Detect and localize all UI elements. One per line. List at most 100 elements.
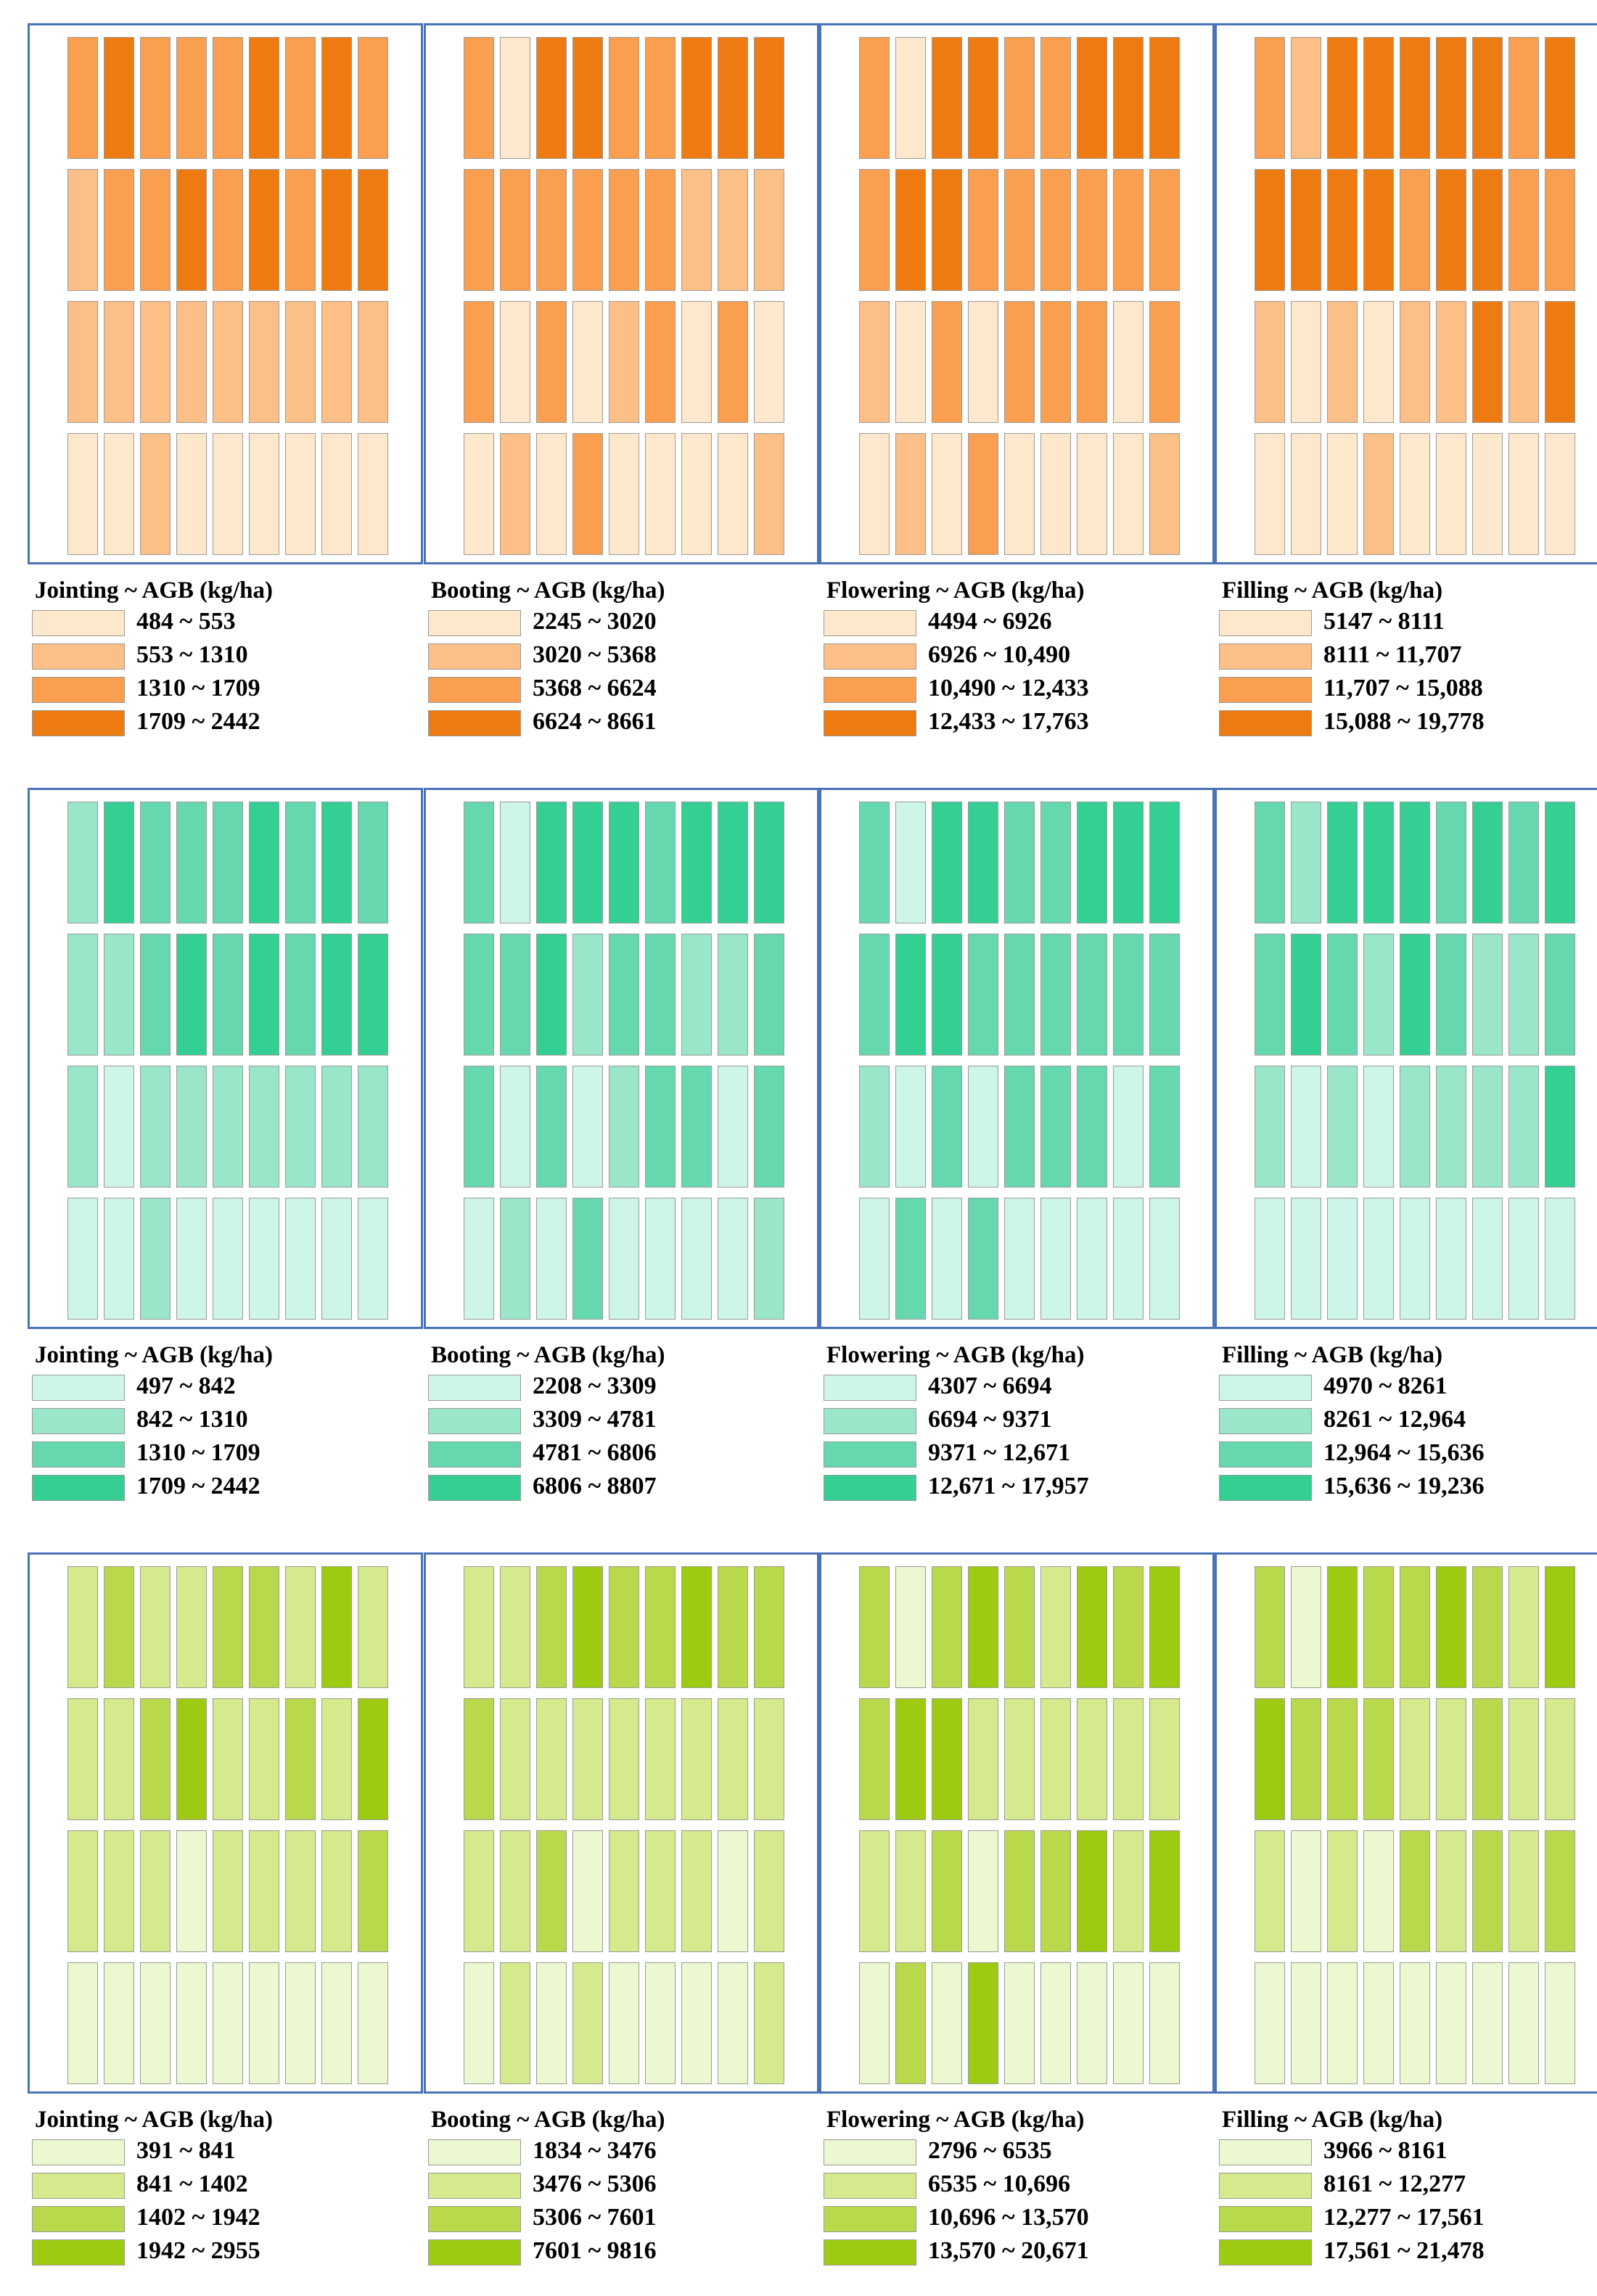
plot-cell — [1326, 1962, 1358, 2084]
legend-swatch — [824, 2173, 916, 2199]
plot-cell — [967, 1066, 998, 1188]
plot-cell — [67, 1198, 98, 1320]
plot-cell — [608, 433, 639, 555]
legend-label: 6535 ~ 10,696 — [928, 2170, 1071, 2197]
plot-cell — [572, 1066, 603, 1188]
plot-cell — [1471, 1198, 1503, 1320]
plot-cell — [284, 433, 316, 555]
plot-cell — [681, 802, 712, 923]
legend-label: 6694 ~ 9371 — [928, 1406, 1052, 1433]
plot-cell — [1254, 802, 1285, 923]
plot-cell — [535, 301, 567, 423]
legend-entry: 5306 ~ 7601 — [424, 2204, 819, 2233]
plot-cell — [1544, 802, 1575, 923]
plot-cell — [1076, 433, 1107, 555]
plot-cell — [284, 37, 316, 159]
legend-swatch — [428, 677, 521, 703]
plot-cell — [212, 1198, 243, 1320]
plot-cell — [1399, 1830, 1430, 1952]
plot-cell — [463, 1698, 494, 1820]
plot-cell — [535, 934, 567, 1056]
plot-cell — [1326, 1830, 1358, 1952]
plot-cell — [139, 1830, 171, 1952]
plot-cell — [931, 1198, 962, 1320]
plot-cell — [1149, 1198, 1180, 1320]
plot-cell — [1003, 1198, 1035, 1320]
legend-swatch — [32, 1441, 125, 1468]
plot-cell — [321, 1830, 352, 1952]
plot-cell — [717, 169, 748, 291]
plot-cell — [284, 802, 316, 923]
plot-cell — [1363, 37, 1394, 159]
plot-cell — [931, 1698, 962, 1820]
plot-cell — [1471, 1962, 1503, 2084]
legend-swatch — [1219, 643, 1312, 670]
plot-cell — [212, 1566, 243, 1688]
plot-cell — [248, 1066, 279, 1188]
plot-cell — [1290, 301, 1321, 423]
plot-cell — [858, 802, 890, 923]
plot-cell — [1149, 1830, 1180, 1952]
legend-swatch — [1219, 1441, 1312, 1468]
plot-cell — [572, 1962, 603, 2084]
legend-entry: 17,561 ~ 21,478 — [1215, 2237, 1597, 2266]
plot-cell — [212, 301, 243, 423]
plot-cell — [357, 1066, 388, 1188]
plot-cell — [1363, 169, 1394, 291]
plot-cell — [967, 1830, 998, 1952]
legend-entry: 11,707 ~ 15,088 — [1215, 675, 1597, 704]
legend-entry: 6624 ~ 8661 — [424, 708, 819, 737]
legend-label: 841 ~ 1402 — [136, 2170, 248, 2197]
legend-swatch — [824, 2139, 916, 2165]
legend-entry: 1310 ~ 1709 — [28, 675, 423, 704]
plot-cell — [1040, 1962, 1071, 2084]
plot-cell — [103, 1698, 134, 1820]
panel-orange-filling: Filling ~ AGB (kg/ha) 5147 ~ 8111 8111 ~ 1… — [1215, 23, 1597, 736]
plot-cell — [535, 1066, 567, 1188]
plot-cell — [1435, 169, 1466, 291]
plot-cell — [103, 1198, 134, 1320]
plot-cell — [1544, 1962, 1575, 2084]
plot-cell — [1254, 433, 1285, 555]
legend-swatch — [32, 2239, 125, 2266]
plot-cell — [212, 433, 243, 555]
plot-cell — [1149, 1066, 1180, 1188]
plot-cell — [717, 802, 748, 923]
plot-cell — [1290, 1066, 1321, 1188]
plot-cell — [176, 1066, 207, 1188]
plot-cell — [967, 1198, 998, 1320]
plot-cell — [499, 1198, 530, 1320]
legend-title: Jointing ~ AGB (kg/ha) — [35, 2107, 273, 2133]
legend-title: Flowering ~ AGB (kg/ha) — [826, 1342, 1085, 1368]
legend-swatch — [428, 1441, 521, 1468]
plot-cell — [1435, 301, 1466, 423]
plot-cell — [1326, 433, 1358, 555]
plot-cell — [858, 433, 890, 555]
plot-cell — [321, 301, 352, 423]
plot-cell — [1363, 1830, 1394, 1952]
legend-entry: 8111 ~ 11,707 — [1215, 641, 1597, 670]
legend-label: 12,433 ~ 17,763 — [928, 708, 1089, 735]
plot-cell — [1076, 1566, 1107, 1688]
plot-cell — [1149, 37, 1180, 159]
plot-cell — [717, 1066, 748, 1188]
plot-cell — [1003, 934, 1035, 1056]
plot-cell — [858, 301, 890, 423]
legend-label: 6806 ~ 8807 — [533, 1473, 657, 1499]
plot-cell — [1076, 1698, 1107, 1820]
plot-cell — [572, 934, 603, 1056]
plot-cell — [1326, 1566, 1358, 1688]
legend-label: 3476 ~ 5306 — [533, 2170, 657, 2197]
plot-cell — [1471, 802, 1503, 923]
legend-swatch — [428, 2239, 521, 2266]
legend-entry: 391 ~ 841 — [28, 2137, 423, 2166]
legend-label: 3309 ~ 4781 — [533, 1406, 657, 1433]
legend-swatch — [32, 1375, 125, 1401]
plot-cell — [572, 1698, 603, 1820]
plot-cell — [212, 1962, 243, 2084]
plot-cell — [67, 802, 98, 923]
legend-label: 497 ~ 842 — [136, 1373, 236, 1399]
plot-cell — [1040, 433, 1071, 555]
plot-cell — [644, 802, 676, 923]
plot-cell — [1040, 802, 1071, 923]
